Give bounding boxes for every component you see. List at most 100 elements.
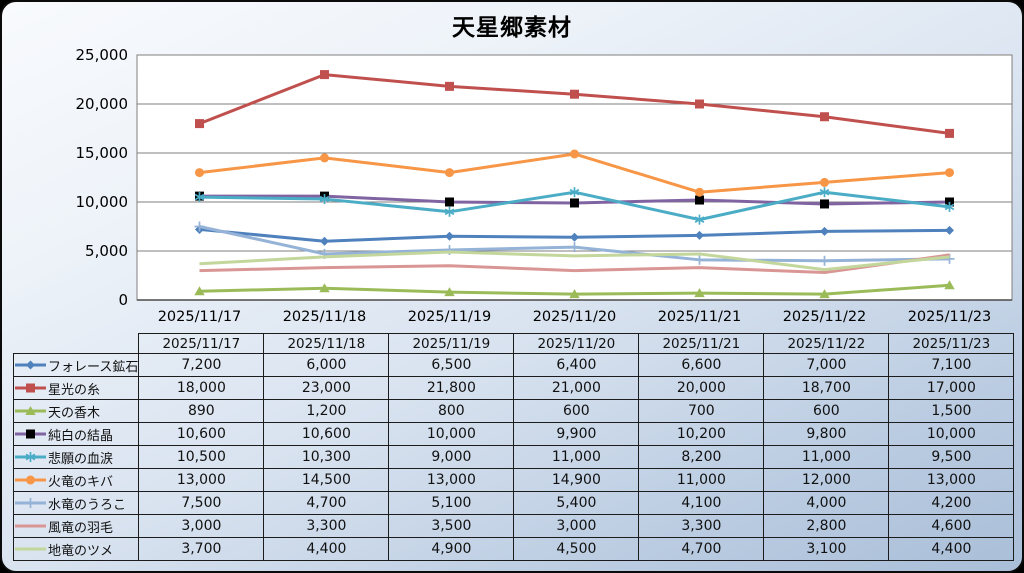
table-row: 水竜のうろこ 7,500 4,700 5,100 5,400 4,100 4,000 4,20… — [12, 491, 1015, 515]
value-cell: 800 — [388, 399, 515, 423]
value-cell: 23,000 — [263, 376, 390, 400]
marker-asterisk-icon — [694, 214, 705, 225]
data-table: 2025/11/17 2025/11/18 2025/11/19 2025/11/20… — [12, 333, 1015, 561]
marker-asterisk-icon — [819, 187, 830, 198]
table-header-date: 2025/11/22 — [763, 333, 890, 354]
value-cell: 4,500 — [513, 537, 640, 561]
value-cell: 1,500 — [888, 399, 1015, 423]
value-cell: 10,000 — [388, 422, 515, 446]
value-cell: 700 — [638, 399, 765, 423]
legend-cell: 星光の糸 — [12, 376, 140, 400]
y-axis-tick-label: 5,000 — [85, 242, 128, 260]
table-row: 地竜のツメ 3,700 4,400 4,900 4,500 4,700 3,100 4,400 — [12, 537, 1015, 561]
value-cell: 3,300 — [263, 514, 390, 538]
value-cell: 18,000 — [138, 376, 265, 400]
table-header-date: 2025/11/19 — [388, 333, 515, 354]
value-cell: 3,000 — [513, 514, 640, 538]
table-header-date: 2025/11/18 — [263, 333, 390, 354]
marker-circle-icon — [195, 168, 204, 178]
value-cell: 10,200 — [638, 422, 765, 446]
marker-diamond-icon — [695, 230, 704, 240]
value-cell: 3,700 — [138, 537, 265, 561]
series-name: フォレース鉱石 — [48, 359, 139, 375]
marker-triangle-icon — [319, 283, 330, 293]
marker-circle-icon — [445, 168, 454, 178]
legend-key-icon — [15, 406, 46, 415]
value-cell: 6,500 — [388, 353, 515, 377]
legend-key-icon — [15, 524, 46, 528]
legend-cell: 風竜の羽毛 — [12, 514, 140, 538]
value-cell: 18,700 — [763, 376, 890, 400]
value-cell: 4,900 — [388, 537, 515, 561]
value-cell: 4,000 — [763, 491, 890, 515]
legend-cell: フォレース鉱石 — [12, 353, 140, 377]
value-cell: 7,200 — [138, 353, 265, 377]
table-header-date: 2025/11/17 — [138, 333, 265, 354]
series-name: 水竜のうろこ — [48, 497, 127, 513]
legend-key-icon — [15, 383, 46, 393]
value-cell: 890 — [138, 399, 265, 423]
table-row: 天の香木 890 1,200 800 600 700 600 1,500 — [12, 399, 1015, 423]
legend-key-icon — [15, 452, 46, 462]
value-cell: 7,000 — [763, 353, 890, 377]
value-cell: 9,000 — [388, 445, 515, 469]
y-axis-tick-label: 10,000 — [76, 193, 129, 211]
marker-asterisk-icon — [569, 187, 580, 198]
value-cell: 7,500 — [138, 491, 265, 515]
table-row: 悲願の血涙 10,500 10,300 9,000 11,000 8,200 11,000 9… — [12, 445, 1015, 469]
marker-plus-icon — [819, 255, 830, 266]
line-chart: 0 5,000 10,000 15,000 20,000 25,000 2025/11/17… — [76, 46, 1013, 325]
marker-square-icon — [695, 195, 704, 205]
value-cell: 6,400 — [513, 353, 640, 377]
value-cell: 14,500 — [263, 468, 390, 492]
value-cell: 21,000 — [513, 376, 640, 400]
value-cell: 8,200 — [638, 445, 765, 469]
marker-asterisk-icon — [944, 201, 955, 212]
marker-circle-icon — [570, 149, 579, 159]
value-cell: 13,000 — [138, 468, 265, 492]
value-cell: 9,900 — [513, 422, 640, 446]
value-cell: 6,600 — [638, 353, 765, 377]
value-cell: 10,600 — [263, 422, 390, 446]
marker-triangle-icon — [444, 287, 455, 297]
value-cell: 11,000 — [513, 445, 640, 469]
legend-key-icon — [15, 360, 46, 370]
legend-key-icon — [15, 429, 46, 439]
series-name: 火竜のキバ — [48, 474, 114, 490]
legend-cell: 純白の結晶 — [12, 422, 140, 446]
value-cell: 12,000 — [763, 468, 890, 492]
x-axis-tick-label: 2025/11/20 — [533, 309, 617, 325]
table-header-date: 2025/11/20 — [513, 333, 640, 354]
marker-square-icon — [445, 81, 454, 91]
legend-key-icon — [15, 498, 46, 508]
value-cell: 4,600 — [888, 514, 1015, 538]
marker-circle-icon — [820, 177, 829, 187]
marker-circle-icon — [945, 168, 954, 178]
series-name: 純白の結晶 — [48, 428, 114, 444]
y-axis-tick-label: 25,000 — [76, 46, 129, 64]
y-axis-tick-label: 0 — [118, 291, 128, 309]
marker-square-icon — [820, 112, 829, 122]
value-cell: 3,500 — [388, 514, 515, 538]
marker-triangle-icon — [194, 286, 205, 296]
value-cell: 6,000 — [263, 353, 390, 377]
marker-square-icon — [570, 198, 579, 208]
marker-square-icon — [820, 199, 829, 209]
value-cell: 3,300 — [638, 514, 765, 538]
marker-square-icon — [570, 89, 579, 99]
value-cell: 7,100 — [888, 353, 1015, 377]
series-name: 星光の糸 — [48, 382, 101, 398]
marker-diamond-icon — [26, 360, 35, 370]
legend-key-icon — [15, 547, 46, 551]
value-cell: 13,000 — [388, 468, 515, 492]
marker-plus-icon — [569, 242, 580, 253]
marker-triangle-icon — [944, 280, 955, 290]
value-cell: 10,500 — [138, 445, 265, 469]
value-cell: 4,200 — [888, 491, 1015, 515]
table-header-row: 2025/11/17 2025/11/18 2025/11/19 2025/11/20… — [14, 333, 1015, 354]
series-name: 風竜の羽毛 — [48, 520, 114, 536]
value-cell: 4,400 — [263, 537, 390, 561]
value-cell: 5,400 — [513, 491, 640, 515]
marker-diamond-icon — [820, 226, 829, 236]
series-name: 天の香木 — [48, 405, 101, 421]
